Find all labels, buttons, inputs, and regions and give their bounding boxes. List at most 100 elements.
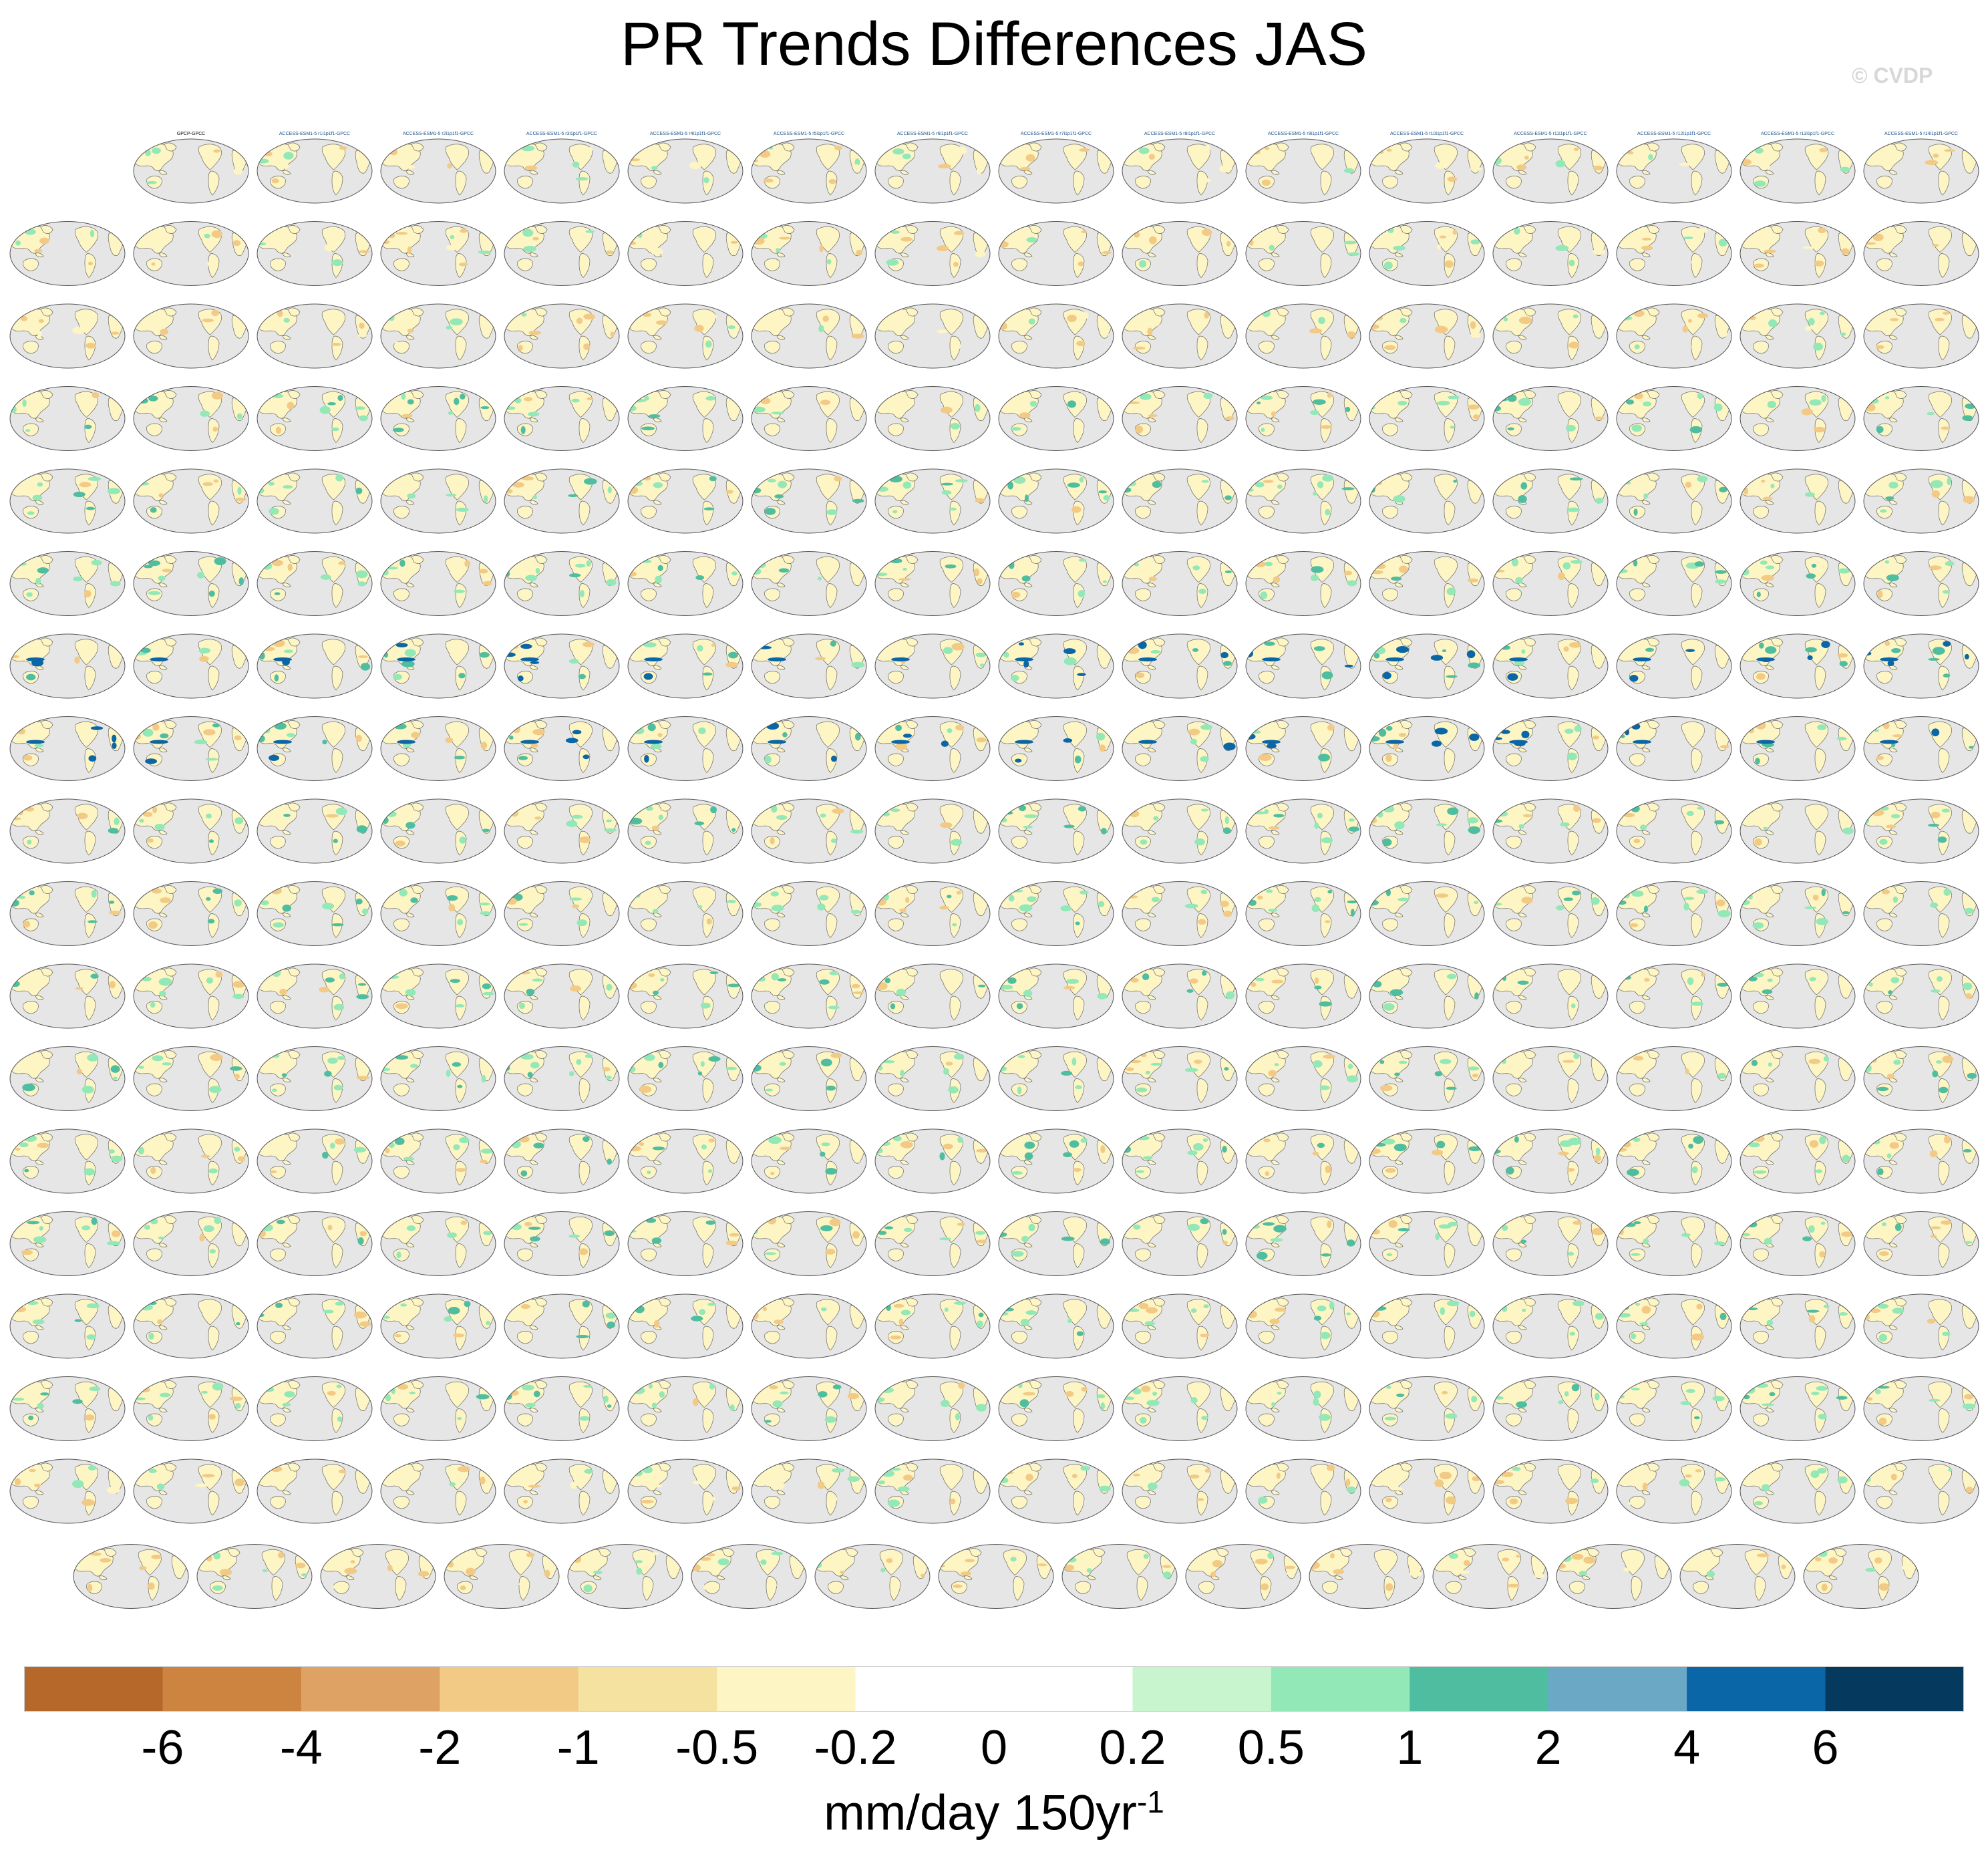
map-outline [1122,881,1238,946]
map-panel [998,1376,1114,1441]
map-outline [1492,303,1609,369]
map-outline [133,1128,249,1194]
map-outline [874,1046,991,1111]
trend-shading [212,426,218,432]
trend-shading [1644,977,1650,982]
trend-shading [1187,1223,1200,1231]
trend-shading [446,895,458,901]
trend-shading [1643,1238,1649,1245]
map-outline [1309,1544,1425,1609]
map-panel [627,1293,743,1359]
map-panel [257,1293,373,1359]
trend-shading [1842,911,1850,915]
trend-shading [1446,587,1456,595]
trend-shading [639,1086,652,1093]
map-panel [627,551,743,616]
trend-shading [1945,561,1955,567]
trend-shading [643,673,653,680]
map-outline [257,963,373,1029]
map-outline [1492,633,1609,699]
trend-shading [944,1307,949,1312]
map-panel [9,551,126,616]
map-outline [9,798,126,864]
map-panel [1369,1376,1485,1441]
trend-shading [1823,1056,1829,1062]
trend-shading [1819,1136,1826,1144]
trend-shading [331,427,339,432]
trend-shading [1015,740,1033,744]
map-panel [504,1046,620,1111]
trend-shading [643,642,657,648]
trend-shading [195,1483,208,1488]
trend-shading [514,398,522,404]
trend-shading [1011,1251,1024,1257]
trend-shading [1842,1154,1850,1163]
trend-shading [1623,1141,1631,1148]
map-panel [1740,1211,1856,1276]
trend-shading [1015,758,1022,763]
trend-shading [1369,899,1379,906]
trend-shading [357,333,367,337]
trend-shading [457,919,464,926]
trend-shading [1817,724,1827,730]
trend-shading [1819,148,1828,152]
trend-shading [578,836,591,844]
trend-shading [1142,973,1150,981]
trend-shading [1839,661,1848,667]
trend-shading [1766,1320,1774,1326]
trend-shading [1809,977,1816,981]
trend-shading [1713,404,1723,412]
trend-shading [1928,823,1939,827]
map-outline [1122,963,1238,1029]
map-outline [380,138,496,204]
trend-shading [108,900,115,904]
map-outline [257,468,373,534]
trend-shading [325,814,339,818]
trend-shading [1802,1236,1812,1241]
map-outline [9,303,126,369]
trend-shading [762,1307,768,1311]
trend-shading [1715,570,1727,574]
trend-shading [756,561,766,569]
trend-shading [826,259,832,265]
trend-shading [1838,1312,1848,1316]
trend-shading [219,1569,232,1576]
trend-shading [110,1155,123,1163]
trend-shading [1446,1086,1457,1090]
trend-shading [1440,1058,1452,1064]
trend-shading [1745,1386,1756,1394]
map-panel: ACCESS-ESM1-5 r10i1p1f1-GPCC [1369,132,1485,204]
trend-shading [576,919,587,927]
trend-shading [1447,176,1458,182]
trend-shading [568,659,579,664]
trend-shading [1769,1392,1776,1396]
trend-shading [884,1226,894,1230]
trend-shading [152,1055,164,1062]
trend-shading [337,395,343,402]
trend-shading [1715,899,1725,907]
map-panel [627,386,743,451]
map-panel [627,303,743,369]
trend-shading [234,1479,245,1487]
trend-shading [1748,1469,1758,1476]
trend-shading [975,498,985,503]
map-panel [380,386,496,451]
trend-shading [1019,412,1031,419]
map-outline [1369,1211,1485,1276]
trend-shading [1019,166,1031,171]
trend-shading [1885,496,1894,500]
trend-shading [26,673,36,681]
colorbar [24,1666,1964,1712]
trend-shading [1566,752,1578,760]
map-outline [380,551,496,616]
trend-shading [110,581,121,587]
trend-shading [87,1583,93,1592]
trend-shading [1138,657,1157,661]
trend-shading [1265,561,1273,567]
map-outline [133,386,249,451]
trend-shading [1343,571,1352,576]
map-panel [1369,1458,1485,1524]
trend-shading [1927,412,1935,416]
map-panel-title: ACCESS-ESM1-5 r6i1p1f1-GPCC [897,132,968,136]
trend-shading [88,920,98,923]
